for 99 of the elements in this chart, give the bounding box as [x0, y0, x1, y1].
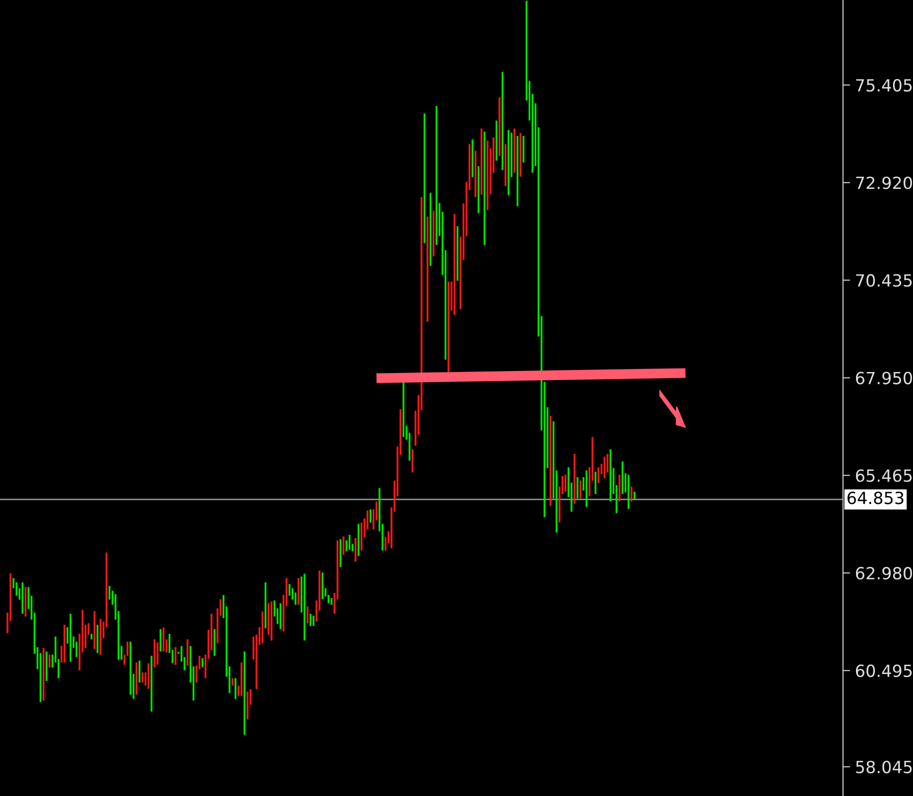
candlestick	[94, 611, 96, 650]
candlestick	[162, 628, 164, 652]
candlestick	[96, 624, 98, 654]
candlestick	[348, 534, 350, 550]
candlestick	[502, 72, 504, 170]
candlestick	[48, 654, 50, 668]
candlestick	[486, 140, 488, 210]
candlestick	[154, 639, 156, 668]
candlestick	[594, 472, 596, 494]
candlestick	[304, 574, 306, 640]
candlestick	[622, 461, 624, 494]
candlestick	[498, 97, 500, 156]
candlestick	[186, 639, 188, 666]
candlestick	[280, 603, 282, 630]
candlestick	[564, 474, 566, 492]
candlestick	[70, 614, 72, 662]
candlestick	[580, 480, 582, 498]
candlestick	[24, 587, 26, 617]
candlestick	[264, 582, 266, 628]
candlestick	[100, 618, 102, 655]
candlestick	[138, 660, 140, 683]
candlestick	[232, 678, 234, 686]
y-tick-label: 65.465	[856, 469, 912, 482]
candlestick	[358, 524, 360, 556]
candlestick	[430, 192, 432, 266]
candlestick	[628, 474, 630, 509]
candlestick	[240, 662, 242, 696]
candlestick	[42, 648, 44, 701]
candlestick	[522, 136, 524, 163]
candlestick	[514, 128, 516, 173]
candlestick	[214, 629, 216, 656]
candlestick	[174, 647, 176, 665]
candlestick	[246, 692, 248, 720]
candlestick	[90, 634, 92, 640]
candlestick	[604, 456, 606, 478]
candlestick	[478, 166, 480, 214]
candlestick	[22, 582, 24, 614]
candlestick	[576, 477, 578, 498]
candlestick	[202, 658, 204, 668]
y-tick-label: 60.495	[856, 664, 912, 678]
candlestick	[504, 144, 506, 186]
candlestick	[312, 616, 314, 626]
candlestick	[64, 624, 66, 662]
candlestick	[402, 382, 404, 438]
candlestick	[298, 578, 300, 605]
candlestick	[262, 611, 264, 644]
candlestick	[598, 467, 600, 484]
y-tick-label: 75.405	[856, 78, 912, 92]
candlestick	[508, 130, 510, 196]
candlestick	[306, 606, 308, 624]
candlestick	[294, 592, 296, 605]
candlestick	[574, 454, 576, 504]
candlestick	[342, 536, 344, 555]
candlestick	[520, 133, 522, 177]
candlestick	[310, 614, 312, 626]
candlestick	[16, 582, 18, 596]
candlestick	[270, 602, 272, 640]
candlestick	[472, 139, 474, 178]
candlestick	[484, 132, 486, 246]
y-tick-label: 58.045	[856, 760, 912, 774]
candlestick	[610, 449, 612, 502]
candlestick	[516, 136, 518, 206]
candlestick	[354, 538, 356, 562]
candlestick	[130, 642, 132, 695]
candlestick	[550, 416, 552, 506]
candlestick	[634, 492, 636, 500]
candlestick	[136, 662, 138, 695]
candlestick	[456, 226, 458, 281]
candlestick	[330, 598, 332, 605]
candlestick	[432, 210, 434, 256]
candlestick	[150, 656, 152, 712]
candlestick	[454, 214, 456, 315]
candlestick	[586, 470, 588, 507]
candlestick	[142, 672, 144, 683]
candlestick	[426, 216, 428, 322]
candlestick	[496, 120, 498, 161]
candlestick	[630, 486, 632, 502]
y-tick-label: 70.435	[856, 274, 912, 287]
candlestick	[288, 584, 290, 596]
y-tick-label: 67.950	[856, 372, 912, 384]
y-tick-label: 62.980	[856, 566, 912, 580]
candlestick	[618, 474, 620, 502]
candlestick	[370, 509, 372, 523]
candlestick	[234, 678, 236, 700]
candlestick	[156, 642, 158, 665]
candlestick	[480, 128, 482, 195]
y-tick-label: 72.920	[856, 176, 912, 190]
candlestick	[424, 113, 426, 244]
candlestick	[360, 522, 362, 551]
candlestick	[322, 572, 324, 600]
candlestick	[148, 663, 150, 689]
candlestick	[46, 651, 48, 681]
candlestick	[412, 449, 414, 472]
candlestick	[436, 106, 438, 246]
ref-line-label: 64.853	[848, 492, 904, 504]
candlestick	[340, 539, 342, 568]
candlestick	[160, 629, 162, 652]
candlestick	[244, 651, 246, 735]
candlestick	[474, 150, 476, 198]
